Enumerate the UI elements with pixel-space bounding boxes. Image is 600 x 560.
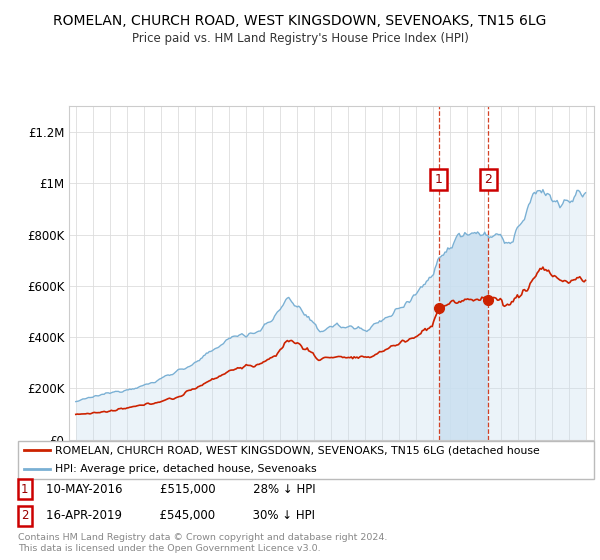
Text: 1: 1: [21, 483, 29, 496]
Text: 2: 2: [21, 509, 29, 522]
Text: ROMELAN, CHURCH ROAD, WEST KINGSDOWN, SEVENOAKS, TN15 6LG (detached house: ROMELAN, CHURCH ROAD, WEST KINGSDOWN, SE…: [55, 445, 540, 455]
Text: 10-MAY-2016          £515,000          28% ↓ HPI: 10-MAY-2016 £515,000 28% ↓ HPI: [46, 483, 315, 496]
Text: Price paid vs. HM Land Registry's House Price Index (HPI): Price paid vs. HM Land Registry's House …: [131, 32, 469, 45]
Text: 1: 1: [435, 173, 443, 186]
Text: ROMELAN, CHURCH ROAD, WEST KINGSDOWN, SEVENOAKS, TN15 6LG: ROMELAN, CHURCH ROAD, WEST KINGSDOWN, SE…: [53, 14, 547, 28]
Text: 2: 2: [485, 173, 493, 186]
Text: 16-APR-2019          £545,000          30% ↓ HPI: 16-APR-2019 £545,000 30% ↓ HPI: [46, 509, 314, 522]
Text: HPI: Average price, detached house, Sevenoaks: HPI: Average price, detached house, Seve…: [55, 464, 317, 474]
Text: Contains HM Land Registry data © Crown copyright and database right 2024.
This d: Contains HM Land Registry data © Crown c…: [18, 533, 388, 553]
FancyBboxPatch shape: [18, 441, 594, 479]
